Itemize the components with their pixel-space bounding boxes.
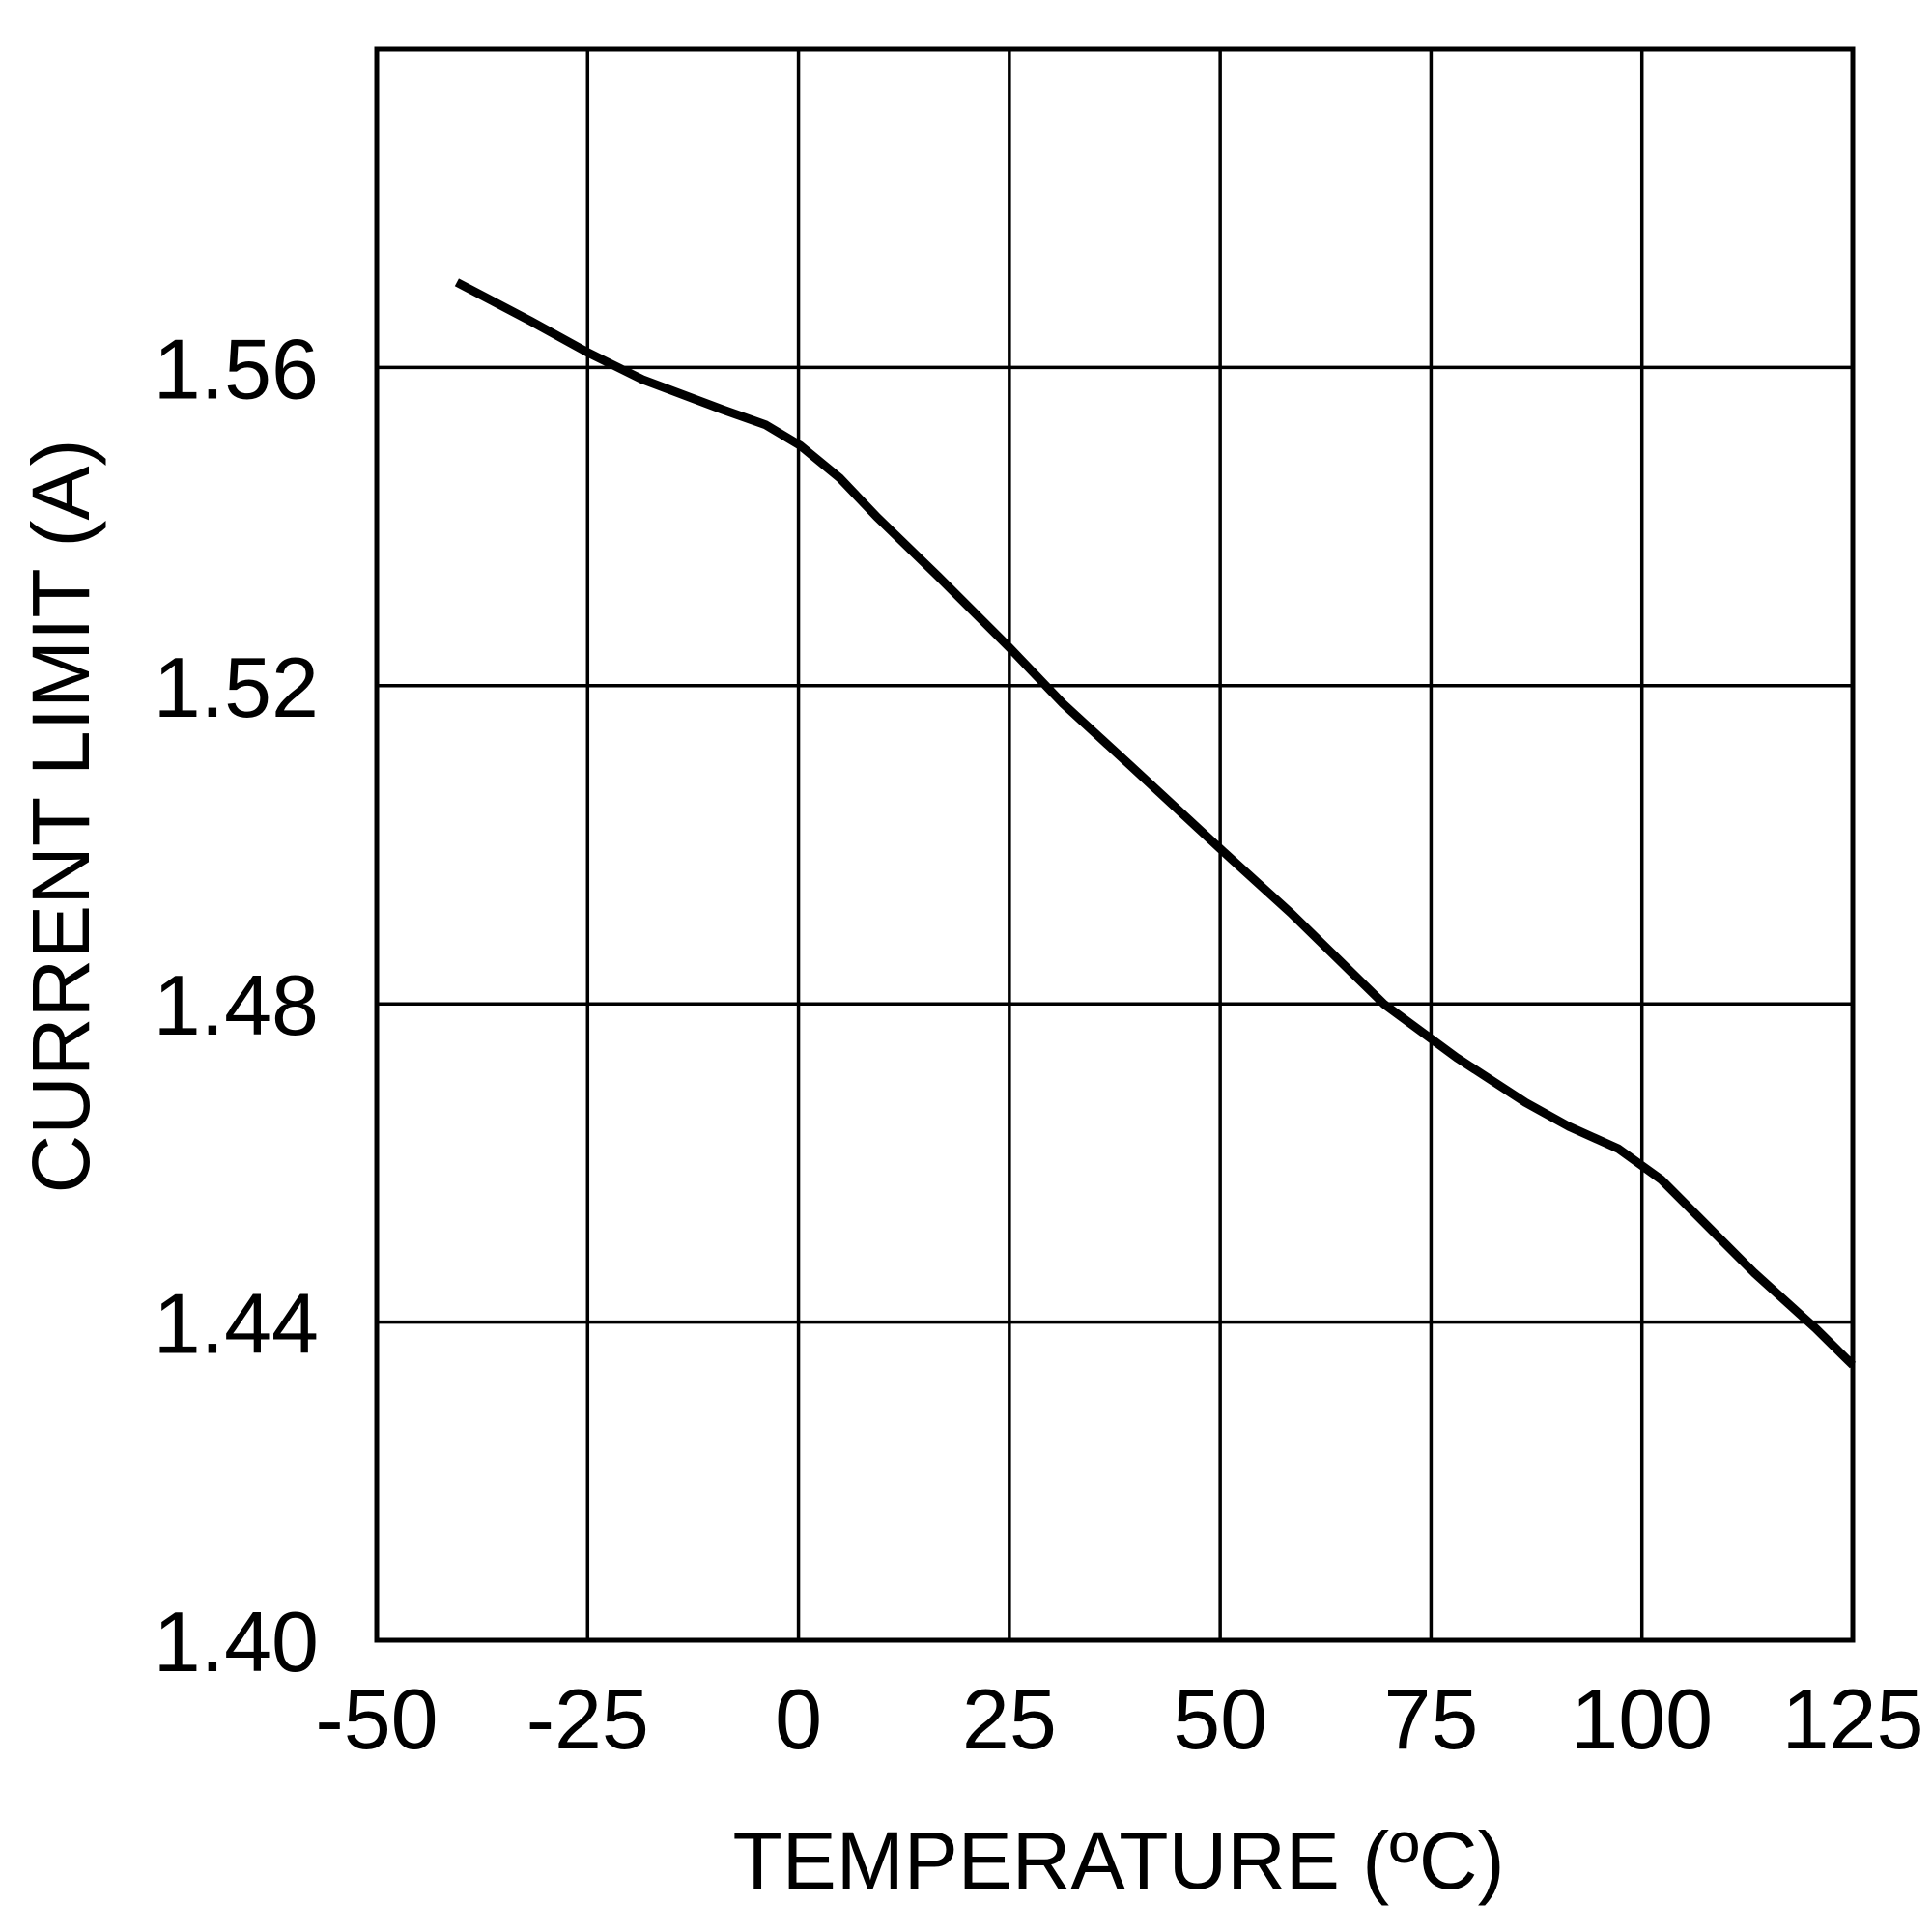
x-tick-label: -25 [526, 1671, 649, 1767]
x-tick-labels: -50 -25 0 25 50 75 100 125 [315, 1671, 1923, 1767]
x-tick-label: 25 [962, 1671, 1057, 1767]
y-tick-label: 1.56 [154, 321, 319, 416]
x-tick-label: -50 [315, 1671, 438, 1767]
grid [375, 47, 1855, 1642]
x-tick-label: 0 [775, 1671, 822, 1767]
y-tick-label: 1.48 [154, 957, 319, 1053]
plot-frame [374, 46, 1856, 1643]
x-tick-label: 125 [1782, 1671, 1924, 1767]
y-axis-label: CURRENT LIMIT (A) [15, 440, 106, 1194]
y-tick-label: 1.44 [154, 1276, 319, 1372]
x-tick-label: 50 [1173, 1671, 1267, 1767]
x-tick-label: 100 [1571, 1671, 1713, 1767]
y-tick-label: 1.52 [154, 639, 319, 735]
series-layer [454, 278, 1857, 1369]
x-axis-label: TEMPERATURE (ºC) [732, 1815, 1504, 1906]
x-tick-label: 75 [1383, 1671, 1478, 1767]
current-limit-line [454, 278, 1857, 1369]
y-tick-label: 1.40 [154, 1594, 319, 1690]
y-tick-labels: 1.40 1.44 1.48 1.52 1.56 [154, 321, 319, 1690]
